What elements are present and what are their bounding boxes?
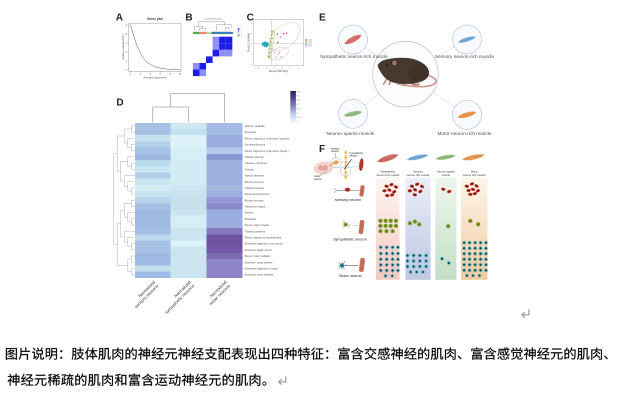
svg-text:6: 6 [297, 67, 299, 69]
svg-text:neuron-rich muscle: neuron-rich muscle [376, 173, 399, 177]
svg-text:6: 6 [160, 74, 162, 76]
svg-text:Sympathetic neuron-rich muscle: Sympathetic neuron-rich muscle [320, 54, 388, 60]
svg-text:3: 3 [297, 96, 299, 98]
svg-text:4: 4 [126, 34, 128, 36]
svg-text:Flexor carpi ulnaris: Flexor carpi ulnaris [245, 223, 270, 227]
svg-text:0: 0 [297, 121, 299, 123]
svg-text:motor: motor [314, 174, 321, 178]
svg-text:2: 2 [251, 23, 253, 25]
svg-text:Flexor carpi radialis: Flexor carpi radialis [245, 254, 271, 258]
svg-text:Gluteus maximus: Gluteus maximus [245, 161, 268, 165]
svg-text:neuron: neuron [331, 149, 340, 153]
svg-text:Flexor digitorum profundus (up: Flexor digitorum profundus (upper) [245, 136, 290, 140]
svg-text:sensory: sensory [330, 146, 340, 150]
svg-text:Biceps femoris: Biceps femoris [245, 198, 265, 202]
svg-text:3: 3 [126, 43, 128, 45]
svg-text:Dim1 (66.4%): Dim1 (66.4%) [269, 69, 288, 73]
svg-text:Sensory: Sensory [413, 169, 424, 173]
svg-text:Extensor carpi radialis: Extensor carpi radialis [245, 273, 274, 277]
svg-text:Extensor carpi ulnaris: Extensor carpi ulnaris [245, 260, 273, 264]
svg-text:Flexor digitorum superficialis: Flexor digitorum superficialis [245, 236, 282, 240]
svg-text:E: E [319, 12, 326, 23]
svg-text:Tibialis anterior: Tibialis anterior [245, 155, 265, 159]
svg-text:Motor neuron-rich muscle: Motor neuron-rich muscle [437, 131, 491, 137]
svg-text:4: 4 [289, 67, 291, 69]
svg-text:5: 5 [126, 25, 128, 27]
svg-text:-2: -2 [250, 63, 253, 65]
svg-text:neuron: neuron [349, 154, 358, 158]
svg-text:Dim2 (16.8%): Dim2 (16.8%) [246, 33, 250, 52]
svg-text:Extensor digitorum communis: Extensor digitorum communis [245, 242, 284, 246]
svg-text:Semimembranosus: Semimembranosus [245, 192, 270, 196]
svg-text:muscle: muscle [442, 173, 451, 177]
svg-text:Principal component: Principal component [144, 77, 167, 80]
svg-text:Extensor digitorum longus: Extensor digitorum longus [245, 267, 279, 271]
svg-text:Palmaris longus: Palmaris longus [245, 205, 266, 209]
svg-text:Sympathetic neuron: Sympathetic neuron [333, 237, 367, 241]
svg-text:Cluster dendrogram: Cluster dendrogram [204, 17, 223, 20]
svg-text:Iliopsoas: Iliopsoas [245, 130, 257, 134]
svg-text:Motor neuron: Motor neuron [339, 274, 362, 278]
svg-text:Extensor digiti minimi: Extensor digiti minimi [245, 248, 273, 252]
svg-text:-2: -2 [265, 67, 268, 69]
svg-text:Rectus femoris: Rectus femoris [245, 180, 265, 184]
svg-text:-1: -1 [250, 53, 253, 55]
svg-text:2: 2 [281, 67, 283, 69]
svg-text:Vastus lateralis: Vastus lateralis [245, 174, 265, 178]
svg-text:Motor: Motor [471, 169, 478, 173]
svg-text:1: 1 [297, 113, 299, 115]
svg-text:sympathetic: sympathetic [349, 151, 364, 155]
svg-text:D: D [116, 97, 123, 108]
svg-text:Neuron-sparse: Neuron-sparse [437, 169, 455, 173]
svg-text:4: 4 [150, 74, 152, 76]
svg-text:neuron-rich muscle: neuron-rich muscle [463, 173, 486, 177]
svg-text:10: 10 [179, 74, 182, 76]
svg-text:Sympathetic: Sympathetic [380, 169, 395, 173]
svg-text:0: 0 [126, 70, 128, 72]
svg-text:Plantaris: Plantaris [245, 217, 257, 221]
svg-text:Soleus: Soleus [245, 211, 254, 215]
svg-text:Flexor digitorum profundus (lo: Flexor digitorum profundus (lower) [245, 149, 289, 153]
svg-text:neuron: neuron [314, 177, 323, 181]
svg-text:1: 1 [126, 61, 128, 63]
svg-text:8: 8 [170, 74, 172, 76]
svg-text:2: 2 [126, 52, 128, 54]
svg-text:Tibialis posterior: Tibialis posterior [245, 229, 266, 233]
svg-text:1: 1 [251, 33, 253, 35]
svg-text:0.5: 0.5 [297, 117, 301, 119]
svg-text:A: A [116, 12, 123, 23]
svg-text:sensory neuron: sensory neuron [335, 198, 361, 202]
svg-text:2: 2 [140, 74, 142, 76]
svg-text:Vastus medialis: Vastus medialis [245, 124, 266, 128]
svg-text:2.5: 2.5 [297, 100, 301, 102]
svg-text:3.5: 3.5 [297, 91, 301, 93]
svg-text:Triceps: Triceps [245, 167, 255, 171]
svg-text:C: C [247, 12, 254, 23]
svg-text:Neuron-sparse muscle: Neuron-sparse muscle [327, 131, 375, 137]
svg-text:Sensory neuron-rich muscle: Sensory neuron-rich muscle [435, 54, 494, 60]
svg-text:Gastrocnemius: Gastrocnemius [245, 186, 265, 190]
svg-text:0: 0 [130, 74, 132, 76]
svg-text:F: F [319, 144, 325, 155]
svg-text:2: 2 [297, 104, 299, 106]
svg-text:B: B [185, 12, 192, 23]
svg-text:-4: -4 [257, 67, 260, 69]
svg-text:Scree plot: Scree plot [147, 17, 163, 21]
svg-text:Variance explained (%): Variance explained (%) [122, 34, 125, 60]
svg-text:0: 0 [273, 67, 275, 69]
svg-text:neuron-rich muscle: neuron-rich muscle [407, 173, 430, 177]
svg-text:Semitendinosus: Semitendinosus [245, 143, 266, 147]
svg-text:0: 0 [251, 43, 253, 45]
svg-text:1.5: 1.5 [297, 109, 301, 111]
